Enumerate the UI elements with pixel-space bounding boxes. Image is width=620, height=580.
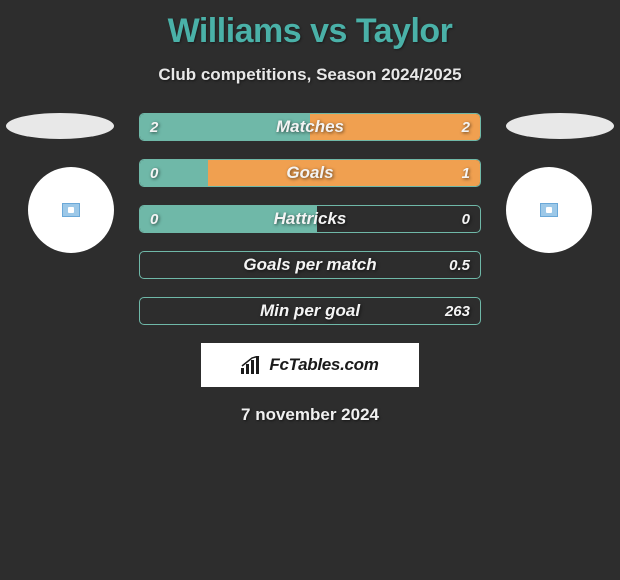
stat-row: Hattricks00 (139, 205, 481, 233)
comparison-stage: Matches22 Goals01 Hattricks00 Goals per mat… (0, 113, 620, 325)
stat-label: Min per goal (140, 298, 480, 324)
stat-fill-left (140, 114, 310, 140)
page-subtitle: Club competitions, Season 2024/2025 (0, 51, 620, 85)
right-player-disc (506, 113, 614, 139)
stat-row: Goals per match0.5 (139, 251, 481, 279)
stat-value-right: 263 (445, 298, 470, 324)
stat-row: Min per goal263 (139, 297, 481, 325)
page-title: Williams vs Taylor (0, 0, 620, 51)
placeholder-image-icon (62, 203, 80, 217)
stat-row: Matches22 (139, 113, 481, 141)
brand-box: FcTables.com (201, 343, 419, 387)
stat-fill-left (140, 206, 317, 232)
stat-fill-right (208, 160, 480, 186)
placeholder-image-icon (540, 203, 558, 217)
stat-value-right: 0 (462, 206, 470, 232)
left-player-disc (6, 113, 114, 139)
right-player-avatar (506, 167, 592, 253)
date-text: 7 november 2024 (0, 387, 620, 425)
stat-value-right: 0.5 (449, 252, 470, 278)
stat-label: Goals per match (140, 252, 480, 278)
left-player-avatar (28, 167, 114, 253)
brand-chart-icon (241, 356, 263, 374)
stat-fill-left (140, 160, 208, 186)
stat-bars-container: Matches22 Goals01 Hattricks00 Goals per mat… (139, 113, 481, 325)
stat-row: Goals01 (139, 159, 481, 187)
brand-text: FcTables.com (269, 355, 378, 375)
stat-fill-right (310, 114, 480, 140)
